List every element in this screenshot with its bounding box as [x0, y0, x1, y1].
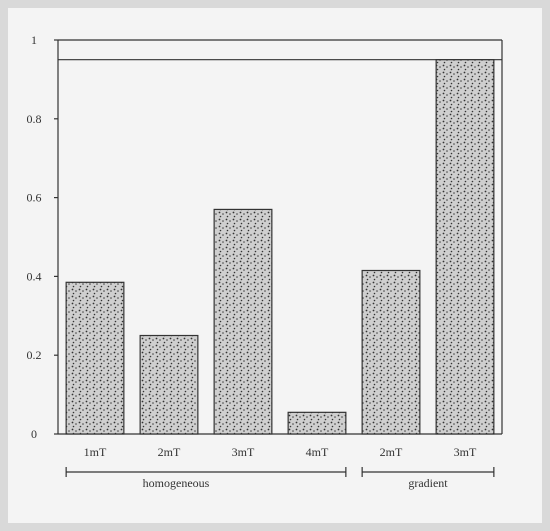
y-tick-label: 1 [31, 33, 37, 47]
y-tick-label: 0.8 [27, 112, 42, 126]
bar-chart: 0 0.2 0.4 0.6 0.8 1 1mT 2mT 3mT 4mT 2mT 3mT homogene… [27, 33, 503, 490]
y-tick-label: 0 [31, 427, 37, 441]
chart-container: 0 0.2 0.4 0.6 0.8 1 1mT 2mT 3mT 4mT 2mT 3mT homogene… [8, 8, 542, 523]
bar-4 [287, 411, 347, 435]
bar-5 [361, 269, 421, 435]
category-label: 1mT [84, 445, 107, 459]
category-label: 3mT [454, 445, 477, 459]
category-label: 3mT [232, 445, 255, 459]
category-label: 4mT [306, 445, 329, 459]
bar-6 [435, 59, 495, 435]
y-tick-label: 0.4 [27, 269, 42, 283]
y-tick-label: 0.6 [27, 191, 42, 205]
category-label: 2mT [158, 445, 181, 459]
group-label: gradient [408, 476, 448, 490]
group-label: homogeneous [143, 476, 210, 490]
category-label: 2mT [380, 445, 403, 459]
bar-3 [213, 208, 273, 435]
y-tick-label: 0.2 [27, 348, 42, 362]
bar-2 [139, 334, 199, 435]
bar-1 [65, 281, 125, 435]
